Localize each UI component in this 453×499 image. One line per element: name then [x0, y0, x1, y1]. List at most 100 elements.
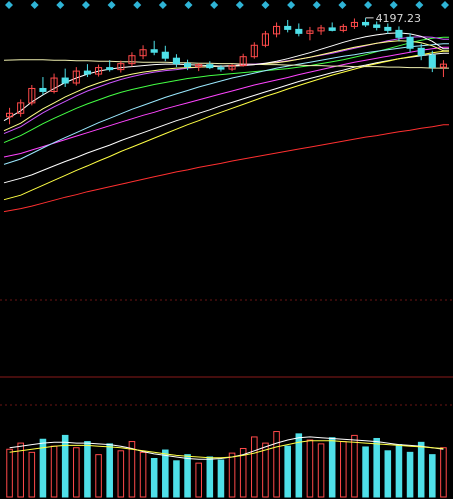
candle-body	[39, 87, 47, 92]
candle-body	[106, 67, 114, 71]
marker-strip	[5, 1, 449, 9]
candle-body	[61, 77, 69, 84]
volume-bar	[17, 442, 24, 498]
candlestick	[239, 53, 247, 67]
diamond-icon	[261, 1, 270, 9]
diamond-icon	[287, 1, 296, 9]
volume-panel	[6, 431, 447, 498]
candle-body	[239, 56, 247, 67]
ma-line	[3, 52, 449, 184]
candlestick	[395, 26, 403, 42]
candle-body	[95, 67, 103, 75]
candle-body	[395, 29, 403, 38]
diamond-icon	[389, 1, 398, 9]
volume-bar	[284, 445, 291, 498]
volume-bar	[139, 451, 147, 498]
candle-body	[50, 77, 58, 92]
candle-body	[273, 25, 281, 35]
diamond-icon	[415, 1, 424, 9]
diamond-icon	[184, 1, 193, 9]
candle-body	[350, 21, 358, 27]
volume-bar	[217, 459, 225, 498]
candlestick	[250, 42, 258, 59]
volume-bar	[406, 451, 414, 498]
ma-line	[3, 50, 449, 201]
volume-bar	[228, 452, 236, 498]
candlestick	[306, 26, 314, 41]
candle-body	[250, 44, 258, 58]
candle-body	[195, 64, 203, 68]
ma-line	[3, 36, 449, 144]
candlestick	[128, 52, 136, 67]
candlestick	[39, 77, 47, 95]
volume-bar	[384, 450, 392, 498]
diamond-icon	[235, 1, 244, 9]
candlestick	[228, 64, 236, 72]
candle-body	[117, 63, 125, 71]
diamond-icon	[158, 1, 167, 9]
ma-line	[3, 124, 449, 213]
candlestick	[6, 107, 14, 125]
candlestick	[139, 45, 147, 60]
volume-bar	[28, 451, 36, 498]
candlestick	[17, 99, 25, 117]
volume-bar	[328, 437, 336, 498]
ma-line	[3, 36, 449, 135]
candle-body	[184, 63, 192, 68]
candlestick	[273, 22, 281, 38]
candle-body	[384, 26, 392, 31]
candlestick	[83, 64, 91, 78]
candle-body	[206, 64, 214, 69]
candlestick	[362, 17, 370, 27]
ma-line	[3, 32, 449, 122]
candle-body	[83, 70, 91, 75]
volume-bar	[429, 454, 436, 498]
volume-bar	[239, 447, 247, 498]
candlestick	[184, 59, 192, 71]
candlestick	[217, 65, 225, 72]
ma-line	[3, 46, 449, 158]
candlestick	[384, 23, 392, 34]
candle-body	[284, 25, 292, 30]
candlestick	[261, 30, 269, 48]
volume-bar	[128, 441, 136, 498]
volume-average-lines	[9, 436, 444, 460]
candle-body	[406, 36, 414, 49]
candlestick	[106, 60, 114, 72]
candlesticks	[6, 17, 447, 125]
diamond-icon	[81, 1, 90, 9]
volume-bar	[39, 438, 47, 498]
volume-bar	[251, 436, 258, 498]
candlestick	[150, 40, 158, 56]
diamond-icon	[107, 1, 116, 9]
candlestick	[350, 18, 358, 29]
candle-body	[72, 70, 80, 84]
price-high-label: 4197.23	[376, 12, 422, 25]
candle-body	[261, 33, 269, 46]
volume-bar	[317, 443, 325, 498]
candlestick	[328, 22, 336, 32]
candle-body	[172, 57, 180, 65]
diamond-icon	[338, 1, 347, 9]
diamond-icon	[312, 1, 321, 9]
ma-line	[3, 59, 449, 69]
candlestick	[61, 68, 69, 87]
volume-bar	[184, 454, 191, 498]
volume-bar	[61, 434, 69, 498]
candlestick	[28, 84, 36, 106]
volume-bar	[173, 460, 180, 498]
volume-bar	[440, 447, 447, 498]
diamond-icon	[56, 1, 65, 9]
candlestick	[172, 54, 180, 68]
volume-bar	[95, 454, 102, 498]
price-high-annotation: 4197.23	[365, 12, 422, 25]
candlestick	[373, 21, 381, 31]
candle-body	[161, 51, 169, 59]
volume-bar	[6, 448, 13, 498]
candlestick	[284, 19, 292, 33]
moving-average-lines	[3, 32, 449, 213]
diamond-icon	[210, 1, 219, 9]
candlestick	[206, 61, 214, 70]
panel-separators	[0, 299, 453, 406]
